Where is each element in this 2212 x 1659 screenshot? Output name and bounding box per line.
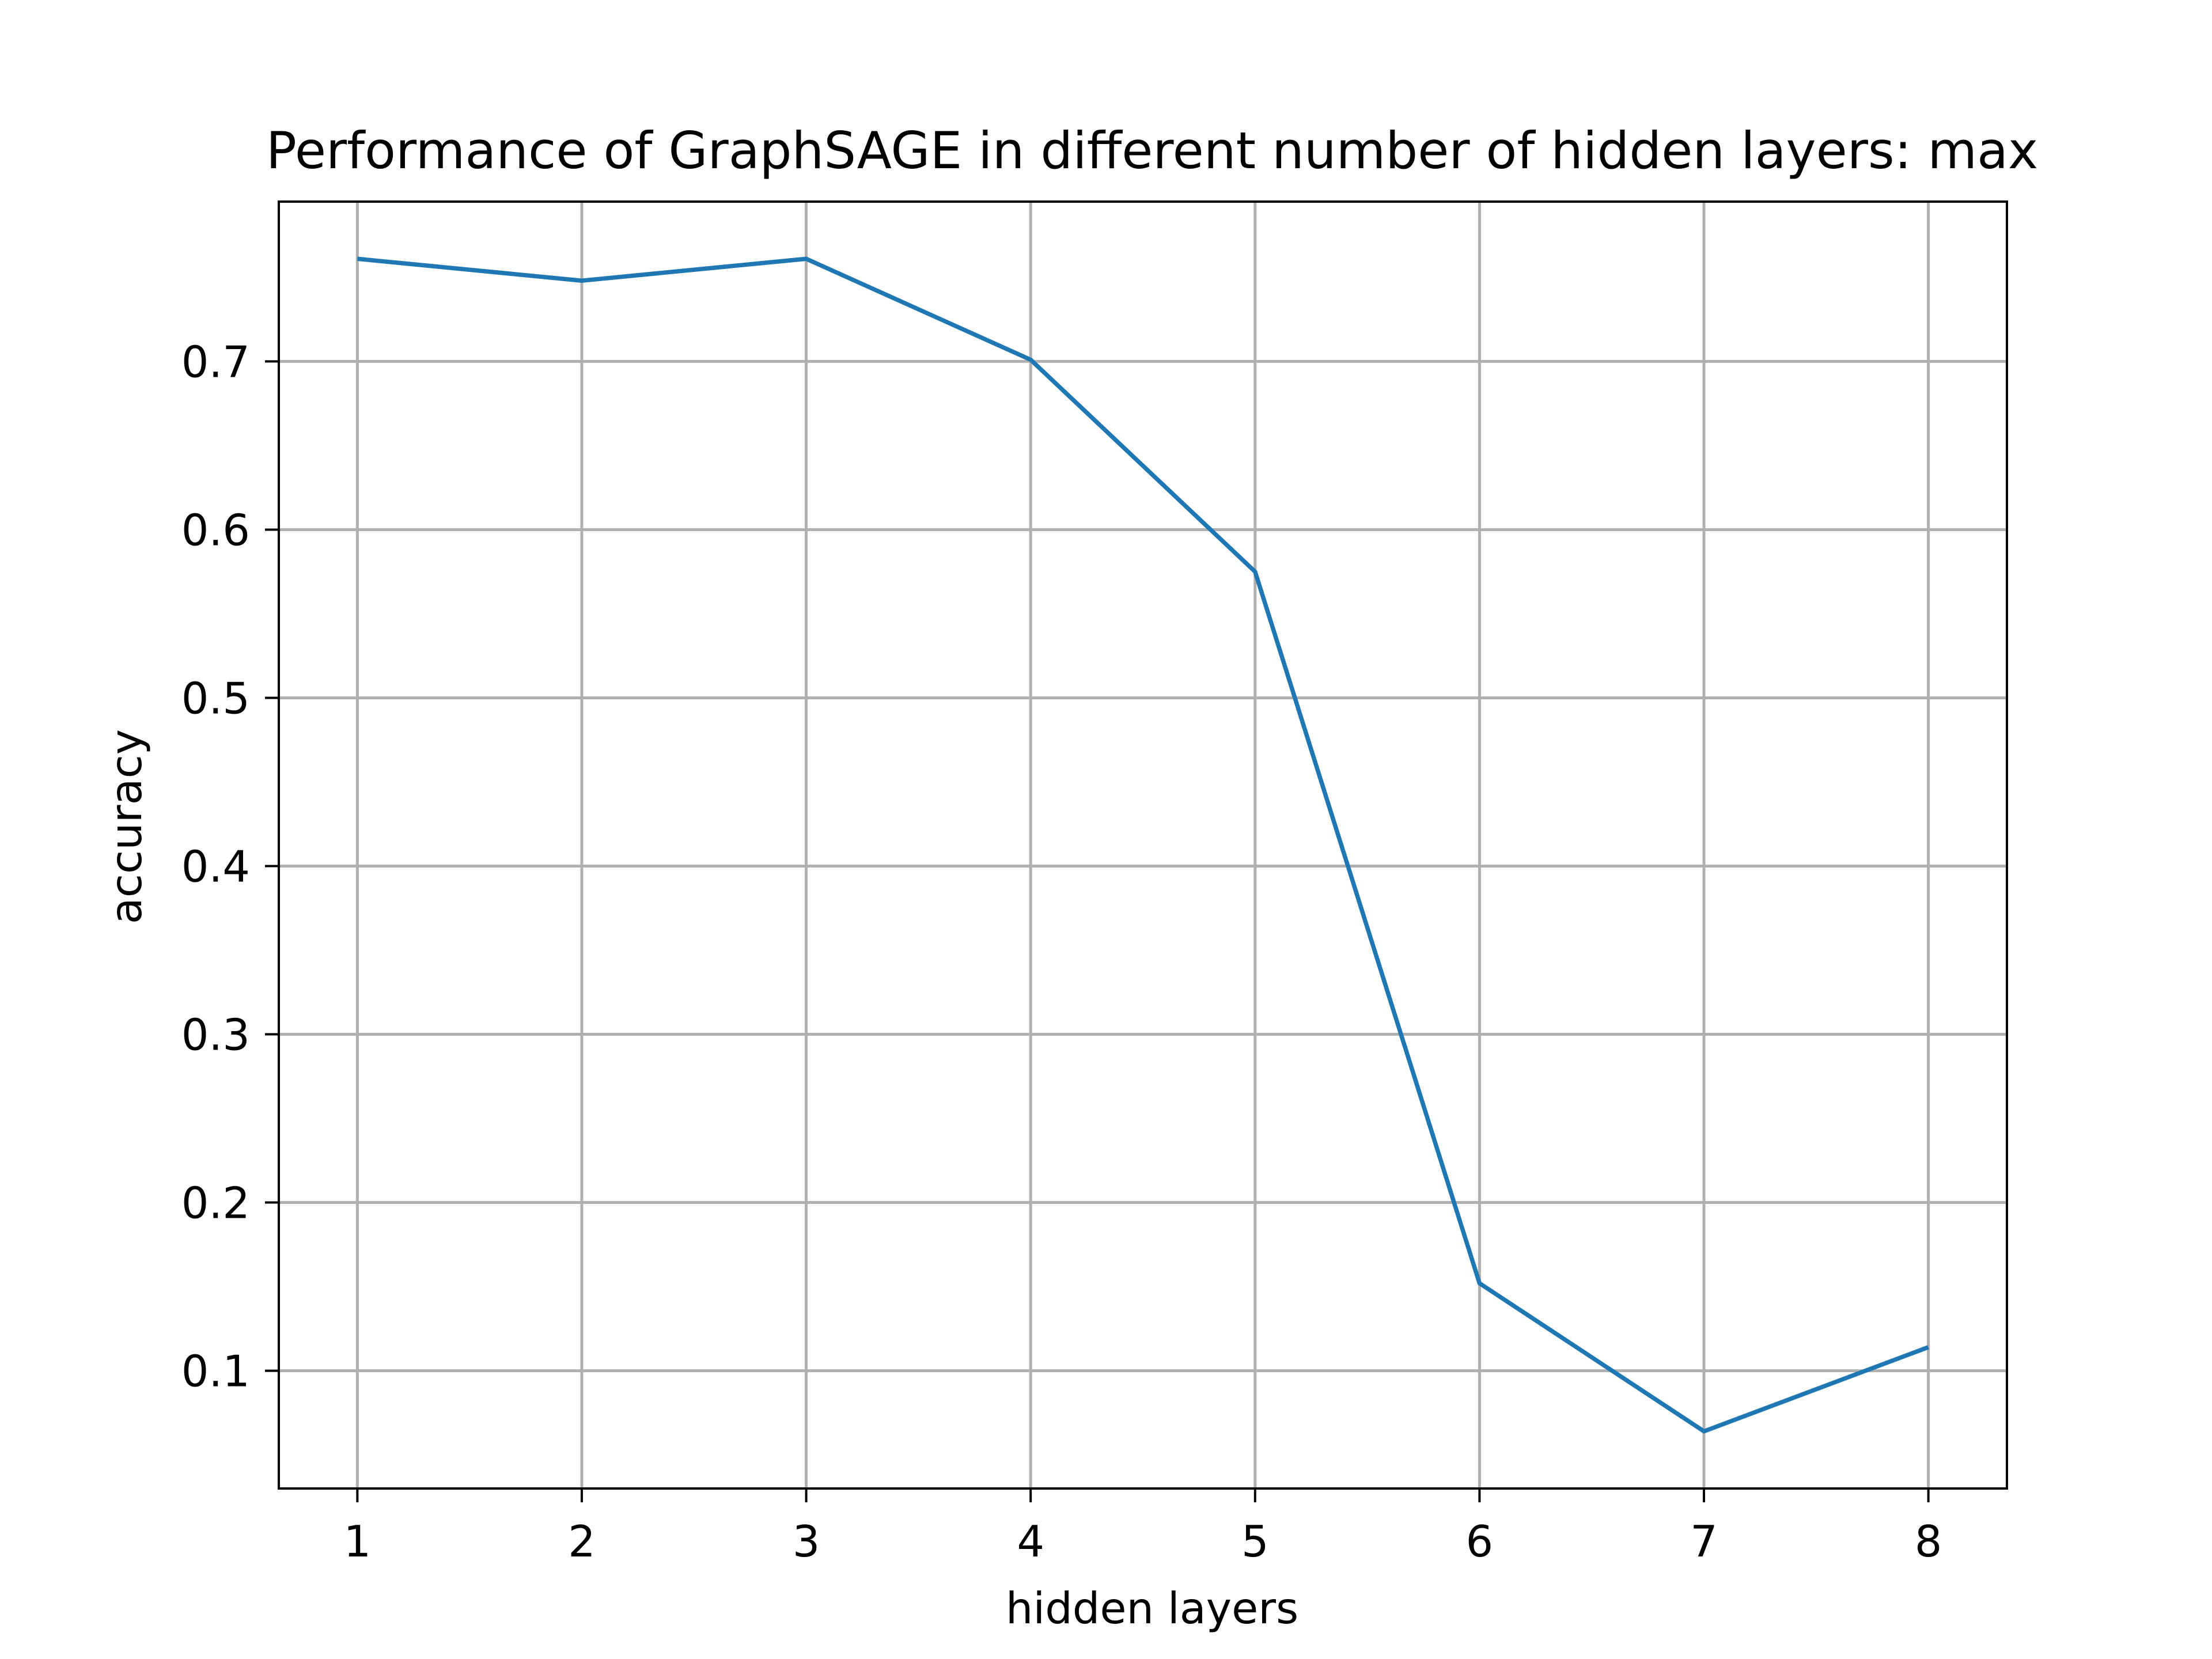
y-tick-label-1: 0.1: [181, 1346, 250, 1397]
x-tick-label-1: 1: [344, 1516, 372, 1567]
x-axis-label: hidden layers: [1006, 1583, 1298, 1634]
y-tick-label-6: 0.6: [181, 505, 250, 555]
x-tick-label-3: 3: [793, 1516, 820, 1567]
y-tick-label-3: 0.3: [181, 1010, 250, 1060]
plot-frame: [278, 200, 2008, 1490]
x-tick-label-2: 2: [568, 1516, 596, 1567]
y-tick-label-4: 0.4: [181, 842, 250, 892]
y-tick-label-7: 0.7: [181, 336, 250, 387]
plot-area: 1 2 3 4 5 6 7 8 0.1 0.2 0.3 0.4 0.5 0.6 0.7: [181, 200, 2008, 1567]
chart-title: Performance of GraphSAGE in different nu…: [266, 121, 2038, 180]
y-tick-label-2: 0.2: [181, 1178, 250, 1229]
y-axis-label: accuracy: [101, 729, 151, 924]
x-tick-label-4: 4: [1017, 1516, 1044, 1567]
y-tick-label-5: 0.5: [181, 673, 250, 724]
x-tick-label-8: 8: [1915, 1516, 1942, 1567]
x-tick-label-6: 6: [1466, 1516, 1494, 1567]
series-line-1: [357, 256, 1929, 1434]
x-tick-label-7: 7: [1690, 1516, 1718, 1567]
x-tick-label-5: 5: [1241, 1516, 1269, 1567]
